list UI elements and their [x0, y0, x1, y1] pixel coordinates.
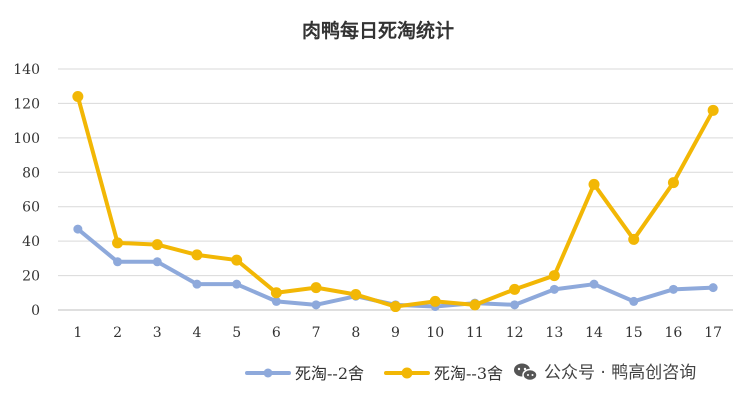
data-point [72, 91, 84, 103]
x-tick-label: 8 [351, 325, 360, 341]
x-tick-label: 14 [585, 325, 603, 341]
wechat-icon [514, 363, 538, 382]
y-tick-label: 80 [22, 165, 40, 181]
y-tick-label: 60 [22, 200, 40, 216]
data-point [350, 289, 362, 301]
y-tick-label: 140 [13, 62, 40, 78]
series-layer [72, 91, 719, 313]
data-point [231, 254, 243, 266]
y-tick-label: 0 [31, 303, 40, 319]
x-tick-label: 17 [704, 325, 722, 341]
x-tick-label: 5 [232, 325, 241, 341]
chart-title: 肉鸭每日死淘统计 [302, 19, 454, 42]
y-tick-label: 120 [13, 96, 40, 112]
x-tick-label: 15 [625, 325, 643, 341]
data-point [191, 249, 203, 261]
x-tick-label: 2 [113, 325, 122, 341]
data-point [311, 300, 321, 310]
series-line [75, 94, 716, 309]
x-tick-label: 1 [73, 325, 82, 341]
watermark-text: 公众号 · 鸭高创咨询 [544, 363, 696, 383]
legend-swatch-marker [263, 368, 273, 378]
data-point [152, 257, 162, 267]
x-tick-label: 12 [506, 325, 524, 341]
x-tick-label: 3 [153, 325, 162, 341]
legend-item-1: 死淘--2舍 [245, 364, 364, 383]
data-point [310, 282, 322, 294]
data-point [113, 257, 123, 267]
data-point [509, 283, 521, 295]
x-tick-label: 16 [665, 325, 683, 341]
data-point [548, 270, 560, 282]
x-tick-label: 11 [466, 325, 484, 341]
data-point [510, 300, 520, 310]
data-point [151, 239, 163, 251]
data-point [668, 284, 678, 294]
data-point [390, 301, 401, 313]
legend-label: 死淘--3舍 [434, 364, 503, 383]
data-point [589, 279, 599, 289]
y-tick-label: 20 [22, 269, 40, 285]
data-point [628, 233, 640, 245]
series-2 [72, 91, 719, 313]
data-point [112, 237, 124, 249]
legend-swatch-marker [401, 367, 413, 379]
x-axis-ticks: 1 2 3 4 5 6 7 8 9 10 11 12 13 14 15 16 17 [73, 325, 722, 341]
data-point [707, 104, 719, 116]
data-point [271, 296, 281, 306]
data-point [73, 224, 83, 234]
legend-label: 死淘--2舍 [295, 364, 364, 383]
data-point [232, 279, 242, 289]
y-tick-label: 40 [22, 234, 40, 250]
y-tick-label: 100 [13, 131, 40, 147]
x-tick-label: 9 [391, 325, 400, 341]
legend-item-2: 死淘--3舍 [384, 364, 503, 383]
y-axis-ticks: 0 20 40 60 80 100 120 140 [13, 62, 40, 319]
x-tick-label: 13 [545, 325, 563, 341]
gridlines [58, 68, 733, 311]
data-point [588, 178, 600, 190]
data-point [429, 295, 441, 307]
data-point [667, 177, 679, 189]
data-point [549, 284, 559, 294]
watermark: 公众号 · 鸭高创咨询 [514, 363, 696, 383]
x-tick-label: 6 [272, 325, 281, 341]
legend: 死淘--2舍 死淘--3舍 [245, 364, 503, 383]
x-tick-label: 4 [193, 325, 202, 341]
x-tick-label: 10 [426, 325, 444, 341]
data-point [192, 279, 202, 289]
data-point [270, 287, 282, 299]
series-1 [73, 224, 718, 312]
data-point [629, 296, 639, 306]
x-tick-label: 7 [312, 325, 321, 341]
data-point [469, 299, 481, 311]
data-point [708, 283, 718, 293]
